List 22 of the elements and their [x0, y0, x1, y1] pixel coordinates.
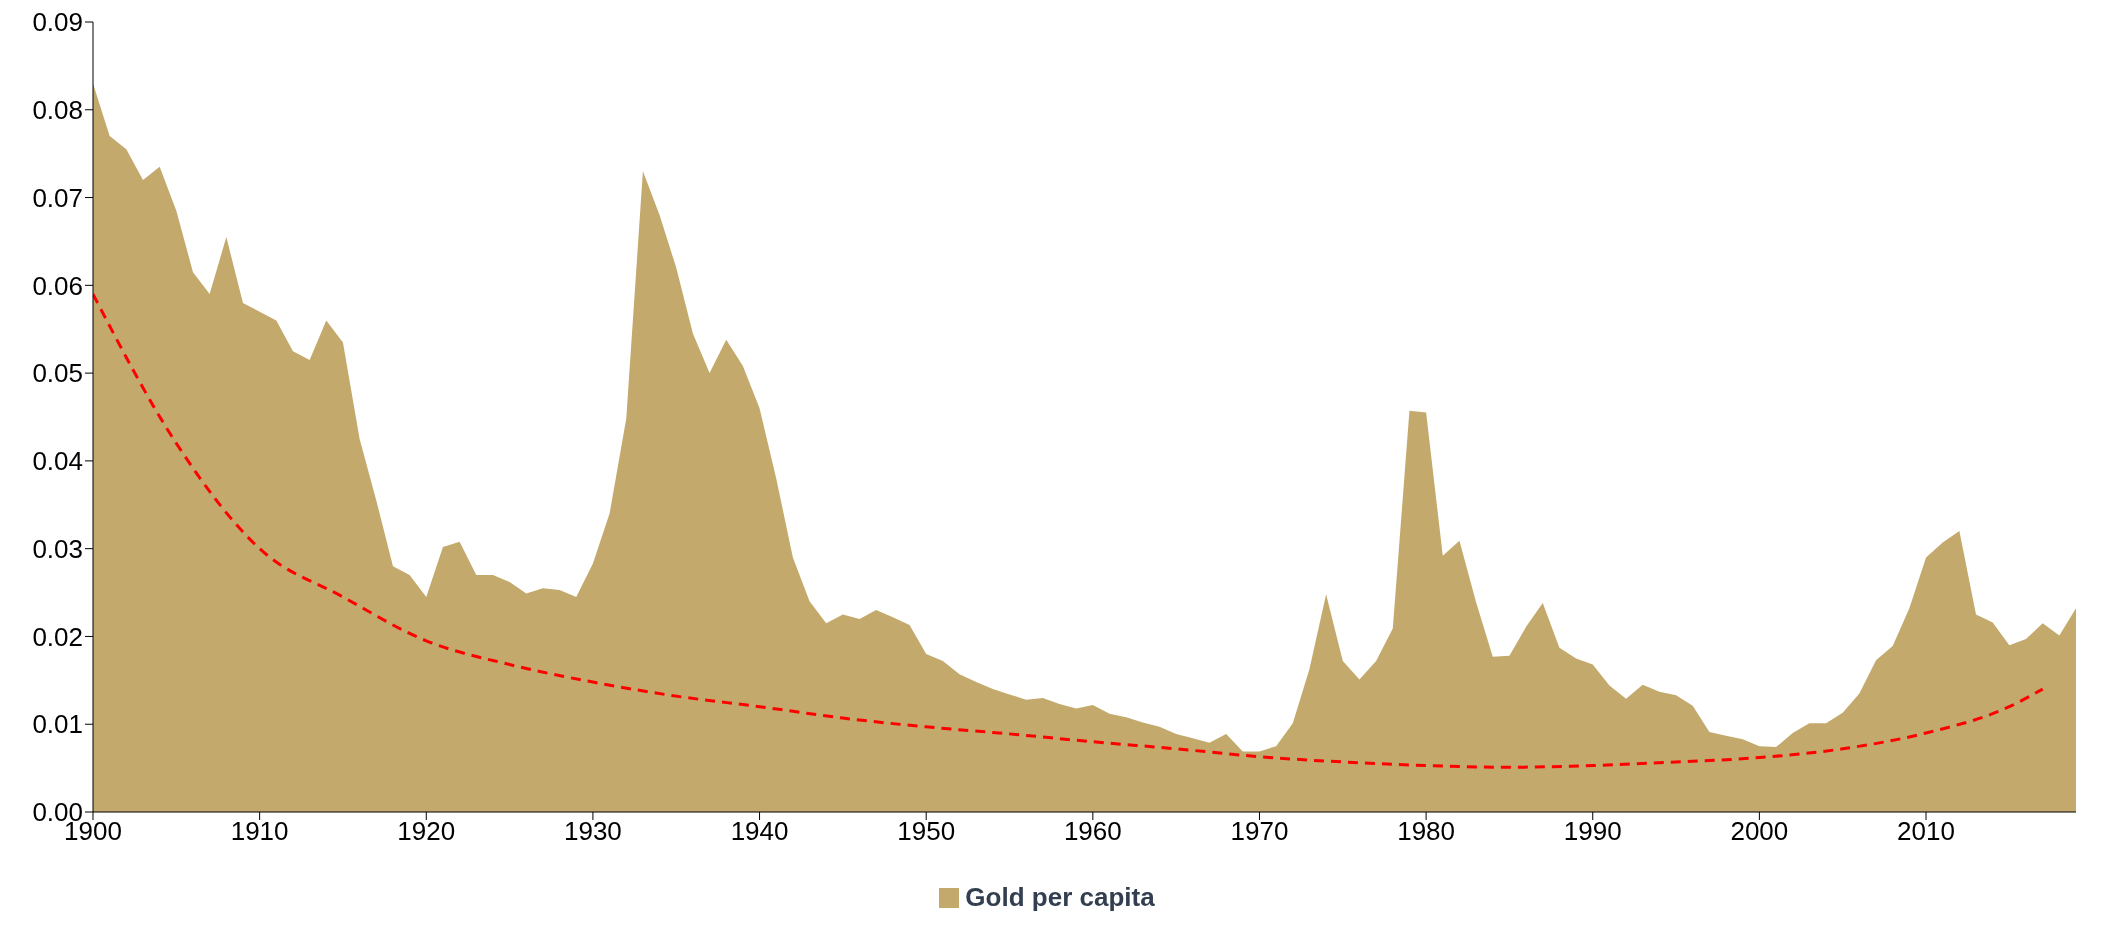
x-tick-label: 1930 [563, 816, 622, 847]
legend-label: Gold per capita [965, 882, 1155, 913]
y-tick-label: 0.08 [32, 95, 83, 126]
x-tick-label: 1940 [730, 816, 789, 847]
y-tick-label: 0.01 [32, 709, 83, 740]
x-tick-label: 1970 [1230, 816, 1289, 847]
line-series [93, 292, 2045, 769]
x-tick-label: 1910 [230, 816, 289, 847]
y-tick-label: 0.06 [32, 270, 83, 301]
x-tick-label: 2010 [1897, 816, 1955, 847]
y-tick-label: 0.05 [32, 358, 83, 389]
y-tick-label: 0.03 [32, 533, 83, 564]
x-tick-label: 1950 [897, 816, 956, 847]
x-tick-label: 1980 [1397, 816, 1456, 847]
x-tick-label: 1920 [397, 816, 456, 847]
y-tick-label: 0.09 [32, 7, 83, 38]
x-tick-label: 1960 [1063, 816, 1122, 847]
y-tick-label: 0.04 [32, 446, 83, 477]
y-tick-label: 0.02 [32, 621, 83, 652]
x-tick-label: 2000 [1730, 816, 1789, 847]
x-tick-label: 1990 [1563, 816, 1622, 847]
y-tick-label: 0.07 [32, 182, 83, 213]
